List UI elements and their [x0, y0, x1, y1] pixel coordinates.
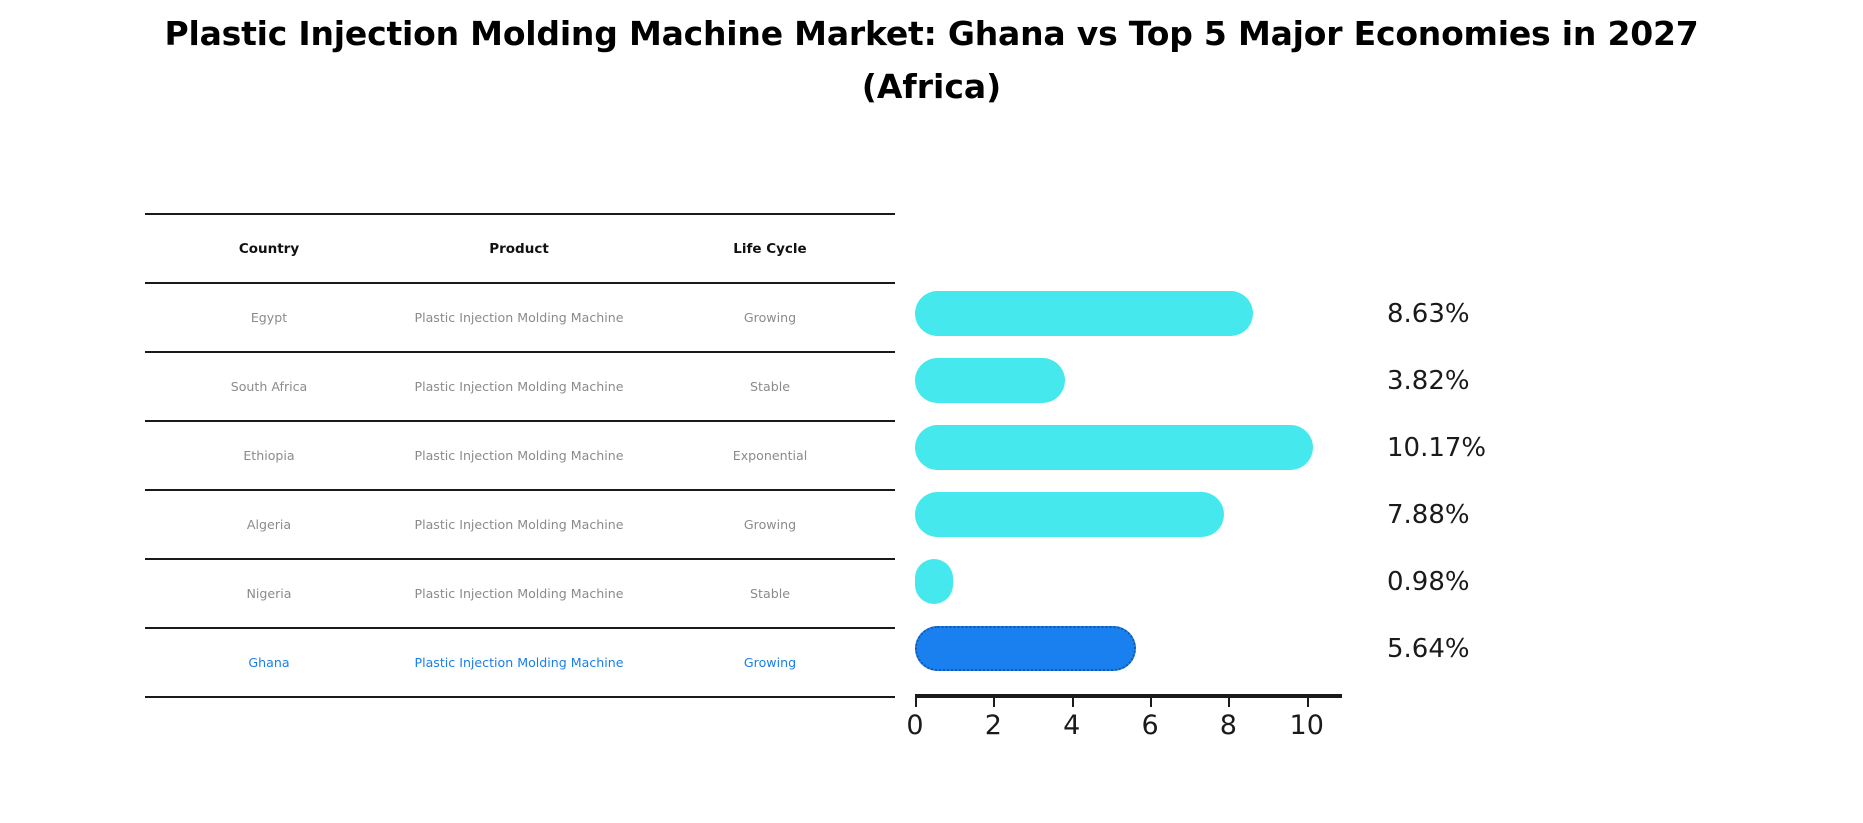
- x-tick-label: 0: [906, 710, 924, 741]
- x-tick-mark: [915, 694, 917, 707]
- x-tick-mark: [1306, 694, 1309, 707]
- country-table: Country Product Life Cycle Egypt Plastic…: [145, 213, 895, 698]
- page-title-line-2: (Africa): [861, 67, 1002, 106]
- x-tick-mark: [1228, 694, 1231, 707]
- bar-row: 10.17%: [915, 414, 1615, 481]
- bar-chart: 8.63% 3.82% 10.17% 7.88% 0.98% 5.64% 0 2 4…: [906, 213, 1815, 741]
- x-tick-label: 4: [1063, 710, 1081, 741]
- bar-value-label: 7.88%: [1387, 499, 1470, 530]
- table-row: Egypt Plastic Injection Molding Machine …: [145, 283, 895, 353]
- bar-value-label: 0.98%: [1387, 566, 1470, 597]
- bar-row: 0.98%: [915, 548, 1615, 615]
- bar-egypt: [915, 291, 1254, 336]
- cell-country: South Africa: [145, 352, 393, 422]
- cell-life-cycle: Stable: [645, 352, 895, 422]
- table-header: Country Product Life Cycle: [145, 213, 895, 284]
- x-axis-line: [915, 694, 1342, 698]
- table-header-row: Country Product Life Cycle: [145, 213, 895, 284]
- cell-country: Ethiopia: [145, 421, 393, 491]
- plot-area: 8.63% 3.82% 10.17% 7.88% 0.98% 5.64% 0 2 4…: [906, 213, 1615, 741]
- bar-ethiopia: [915, 425, 1314, 470]
- table-row: Ethiopia Plastic Injection Molding Machi…: [145, 421, 895, 491]
- table-row: South Africa Plastic Injection Molding M…: [145, 352, 895, 422]
- cell-product: Plastic Injection Molding Machine: [393, 559, 645, 629]
- cell-country: Algeria: [145, 490, 393, 560]
- x-tick-mark: [1150, 694, 1153, 707]
- cell-product: Plastic Injection Molding Machine: [393, 490, 645, 560]
- cell-life-cycle: Stable: [645, 559, 895, 629]
- cell-life-cycle: Exponential: [645, 421, 895, 491]
- bar-row: 3.82%: [915, 347, 1615, 414]
- cell-product: Plastic Injection Molding Machine: [393, 352, 645, 422]
- bar-value-label: 5.64%: [1387, 633, 1470, 664]
- bar-value-label: 3.82%: [1387, 365, 1470, 396]
- cell-life-cycle: Growing: [645, 628, 895, 698]
- cell-life-cycle: Growing: [645, 490, 895, 560]
- x-tick-mark: [1071, 694, 1074, 707]
- cell-product: Plastic Injection Molding Machine: [393, 421, 645, 491]
- bar-row: 5.64%: [915, 615, 1615, 682]
- x-tick-label: 6: [1141, 710, 1159, 741]
- x-tick-label: 10: [1289, 710, 1324, 741]
- page-title-line-1: Plastic Injection Molding Machine Market…: [164, 14, 1699, 53]
- cell-product: Plastic Injection Molding Machine: [393, 283, 645, 353]
- column-header-product: Product: [393, 213, 645, 284]
- bar-algeria: [915, 492, 1224, 537]
- x-tick-label: 8: [1219, 710, 1237, 741]
- bar-row: 8.63%: [915, 280, 1615, 347]
- bar-value-label: 10.17%: [1387, 432, 1487, 463]
- table-row: Nigeria Plastic Injection Molding Machin…: [145, 559, 895, 629]
- cell-life-cycle: Growing: [645, 283, 895, 353]
- bar-south-africa: [915, 358, 1065, 403]
- table-row-highlighted: Ghana Plastic Injection Molding Machine …: [145, 628, 895, 698]
- bar-row: 7.88%: [915, 481, 1615, 548]
- cell-product: Plastic Injection Molding Machine: [393, 628, 645, 698]
- column-header-life-cycle: Life Cycle: [645, 213, 895, 284]
- cell-country: Ghana: [145, 628, 393, 698]
- table-body: Egypt Plastic Injection Molding Machine …: [145, 283, 895, 698]
- bar-ghana: [915, 626, 1136, 671]
- x-tick-mark: [993, 694, 996, 707]
- bar-value-label: 8.63%: [1387, 298, 1470, 329]
- cell-country: Egypt: [145, 283, 393, 353]
- table-row: Algeria Plastic Injection Molding Machin…: [145, 490, 895, 560]
- column-header-country: Country: [145, 213, 393, 284]
- page-title: Plastic Injection Molding Machine Market…: [0, 6, 1863, 112]
- cell-country: Nigeria: [145, 559, 393, 629]
- country-table-panel: Country Product Life Cycle Egypt Plastic…: [145, 213, 895, 698]
- bar-nigeria: [915, 559, 954, 604]
- x-tick-label: 2: [984, 710, 1002, 741]
